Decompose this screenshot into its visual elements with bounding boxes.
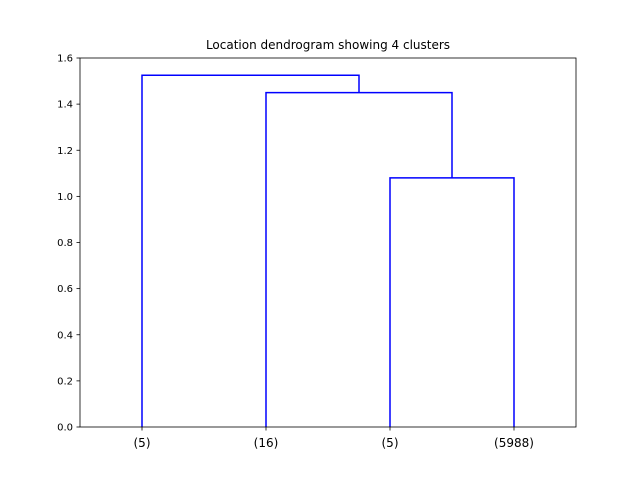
chart-title: Location dendrogram showing 4 clusters — [206, 38, 450, 52]
y-tick-label: 0.8 — [57, 238, 73, 249]
y-tick-label: 0.2 — [57, 376, 73, 387]
dendrogram-link-2 — [141, 74, 360, 427]
plot-frame — [79, 57, 577, 428]
dendrogram-links — [141, 74, 515, 427]
y-tick-label: 0.6 — [57, 284, 73, 295]
y-tick-label: 1.4 — [57, 100, 73, 111]
x-axis-leaf-labels: (5) (16) (5) (5988) — [134, 427, 534, 450]
leaf-label: (5) — [134, 436, 151, 450]
y-tick-label: 1.6 — [57, 54, 73, 65]
dendrogram-link-1 — [265, 91, 453, 427]
y-tick-label: 0.4 — [57, 330, 73, 341]
leaf-label: (5) — [382, 436, 399, 450]
y-tick-label: 0.0 — [57, 423, 73, 434]
y-tick-label: 1.2 — [57, 146, 73, 157]
leaf-label: (5988) — [494, 436, 534, 450]
y-tick-label: 1.0 — [57, 192, 73, 203]
y-axis-ticks: 0.0 0.2 0.4 0.6 0.8 1.0 1.2 1.4 1.6 — [57, 54, 80, 434]
dendrogram-link-0 — [389, 177, 515, 427]
leaf-label: (16) — [254, 436, 279, 450]
